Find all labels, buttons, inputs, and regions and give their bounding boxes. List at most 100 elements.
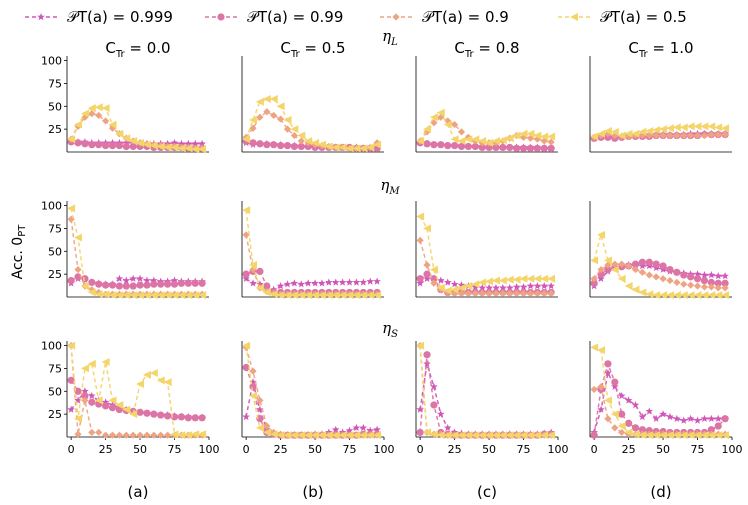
data-point [170, 143, 179, 152]
data-point [163, 143, 172, 152]
data-point [74, 233, 83, 242]
data-point [74, 387, 82, 395]
x-tick-label: 0 [68, 443, 75, 456]
data-point [373, 425, 381, 433]
series [416, 359, 555, 438]
data-point [352, 144, 361, 153]
data-point [74, 139, 82, 147]
data-point [457, 281, 466, 289]
data-point [67, 276, 75, 285]
data-point [512, 275, 521, 284]
data-point [101, 290, 110, 299]
panel-r2-c4 [589, 201, 732, 300]
data-point [638, 431, 647, 440]
data-point [136, 281, 144, 289]
data-point [430, 119, 438, 127]
data-point [533, 135, 541, 143]
data-point [283, 291, 292, 300]
data-point [645, 258, 653, 266]
series-line [245, 345, 378, 436]
data-point [590, 385, 598, 394]
data-point [136, 379, 145, 388]
data-point [416, 405, 424, 413]
data-point [262, 428, 271, 437]
data-point [471, 282, 480, 291]
data-point [645, 271, 653, 279]
data-point [122, 134, 131, 143]
data-point [290, 431, 299, 440]
data-point [359, 423, 368, 432]
data-point [617, 131, 626, 140]
data-point [686, 414, 695, 422]
data-point [526, 289, 535, 297]
data-point [88, 286, 96, 294]
y-tick-label: 50 [48, 385, 62, 398]
data-point [471, 280, 480, 289]
data-point [108, 291, 117, 300]
data-point [150, 431, 158, 439]
data-point [443, 423, 452, 432]
data-point [129, 431, 137, 439]
data-point [184, 139, 193, 148]
data-point [345, 144, 354, 153]
data-point [352, 278, 361, 286]
data-point [373, 291, 382, 300]
data-point [373, 431, 382, 440]
data-point [242, 363, 250, 372]
data-point [423, 274, 431, 282]
data-point [498, 431, 507, 440]
data-point [249, 378, 257, 386]
data-point [81, 392, 89, 400]
data-point [122, 291, 131, 300]
data-point [359, 144, 368, 153]
data-point [680, 131, 688, 140]
data-point [693, 416, 702, 424]
data-point [256, 113, 264, 121]
data-point [108, 281, 117, 289]
data-point [721, 284, 729, 292]
data-point [597, 265, 605, 274]
data-point [519, 144, 528, 152]
data-point [659, 262, 667, 270]
data-point [345, 291, 354, 300]
data-point [129, 137, 138, 146]
data-point [366, 291, 375, 300]
data-point [164, 412, 172, 420]
data-point [624, 428, 633, 437]
data-point [304, 291, 313, 300]
data-point [256, 140, 264, 148]
data-point [659, 131, 667, 140]
data-point [95, 141, 103, 149]
data-point [324, 142, 333, 151]
data-point [451, 120, 459, 129]
x-tick-label: 50 [482, 443, 496, 456]
data-point [505, 431, 514, 440]
data-point [290, 291, 299, 300]
data-point [156, 142, 165, 151]
data-point [149, 369, 158, 377]
data-point [471, 142, 479, 151]
data-point [94, 396, 103, 405]
data-point [191, 139, 200, 148]
data-point [263, 422, 271, 430]
data-point [485, 283, 493, 292]
data-point [506, 143, 514, 152]
series [67, 341, 207, 440]
data-point [533, 274, 542, 283]
data-point [81, 140, 89, 148]
data-point [108, 404, 117, 412]
series [242, 94, 382, 153]
data-point [672, 291, 681, 300]
data-point [269, 430, 278, 439]
data-point [95, 280, 103, 288]
data-point [631, 129, 640, 138]
panel-label: (a) [128, 483, 149, 501]
data-point [352, 431, 361, 440]
data-point [170, 430, 179, 439]
data-point [416, 341, 425, 350]
data-point [659, 410, 667, 418]
data-point [590, 256, 599, 265]
data-point [679, 291, 688, 300]
data-point [164, 431, 172, 439]
data-point [331, 425, 340, 433]
